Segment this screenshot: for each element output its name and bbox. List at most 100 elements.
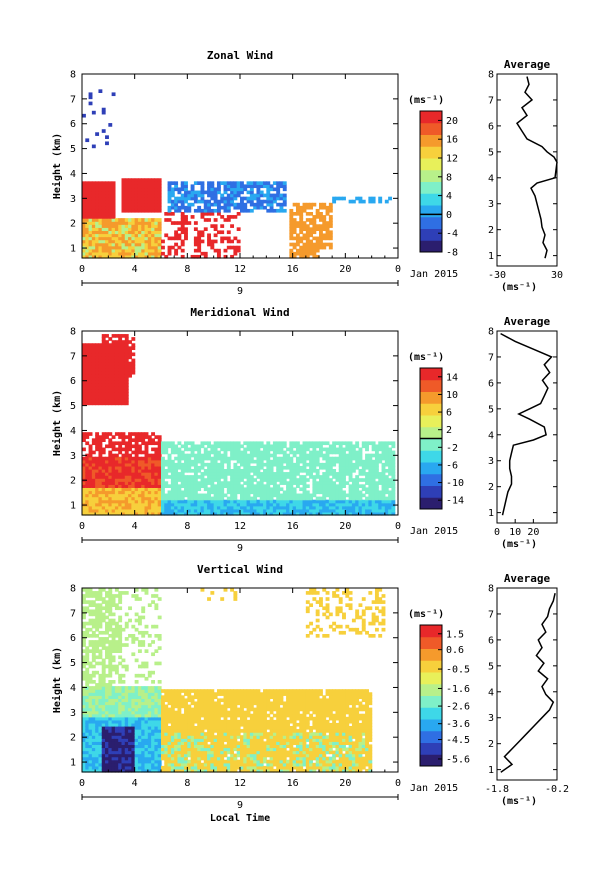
heatmap-cell xyxy=(220,484,225,488)
heatmap-cell xyxy=(381,499,386,504)
heatmap-cell xyxy=(101,692,106,696)
heatmap-cell xyxy=(309,475,314,479)
heatmap-cell xyxy=(177,750,182,755)
heatmap-cell xyxy=(342,490,346,495)
heatmap-cell xyxy=(151,750,156,755)
heatmap-cell xyxy=(114,432,119,436)
heatmap-cell xyxy=(82,701,86,706)
heatmap-cell xyxy=(105,361,109,366)
heatmap-cell xyxy=(315,508,320,513)
heatmap-cell xyxy=(151,251,156,256)
heatmap-cell xyxy=(292,453,297,458)
heatmap-cell xyxy=(351,462,356,467)
heatmap-cell xyxy=(279,202,284,207)
heatmap-cell xyxy=(322,484,327,488)
heatmap-cell xyxy=(216,181,221,185)
heatmap-cell xyxy=(246,511,251,516)
heatmap-cell xyxy=(98,199,103,204)
heatmap-cell xyxy=(322,481,327,485)
heatmap-cell xyxy=(289,233,294,238)
heatmap-cell xyxy=(157,747,162,752)
heatmap-cell xyxy=(328,447,333,452)
heatmap-cell xyxy=(374,447,379,452)
heatmap-cell xyxy=(144,484,149,488)
colorbar-tick-label: -14 xyxy=(446,496,464,507)
heatmap-cell xyxy=(216,230,221,235)
heatmap-cell xyxy=(154,221,159,225)
heatmap-cell xyxy=(187,453,192,458)
heatmap-cell xyxy=(157,759,162,764)
heatmap-cell xyxy=(82,447,86,452)
heatmap-cell xyxy=(223,218,228,222)
heatmap-cell xyxy=(187,205,192,210)
heatmap-cell xyxy=(105,701,109,706)
heatmap-cell xyxy=(151,462,156,467)
heatmap-cell xyxy=(279,447,284,452)
avg-y-tick-label: 3 xyxy=(488,199,494,210)
heatmap-cell xyxy=(223,478,228,482)
heatmap-cell xyxy=(147,726,152,730)
heatmap-cell xyxy=(157,236,162,241)
heatmap-cell xyxy=(167,765,172,770)
heatmap-cell xyxy=(226,465,231,470)
avg-title: Average xyxy=(504,315,551,328)
heatmap-cell xyxy=(128,765,132,770)
heatmap-cell xyxy=(207,496,211,501)
heatmap-cell xyxy=(98,603,103,607)
heatmap-cell xyxy=(312,447,317,452)
heatmap-cell xyxy=(216,456,221,461)
heatmap-cell xyxy=(121,475,126,479)
heatmap-cell xyxy=(154,441,159,446)
heatmap-cell xyxy=(312,441,317,446)
heatmap-cell xyxy=(124,401,129,406)
heatmap-cell xyxy=(121,490,126,495)
heatmap-cell xyxy=(151,236,156,241)
heatmap-cell xyxy=(319,212,323,216)
heatmap-cell xyxy=(134,744,139,749)
heatmap-cell xyxy=(161,765,165,770)
heatmap-cell xyxy=(91,670,96,675)
chart-title: Vertical Wind xyxy=(197,563,283,576)
heatmap-cell xyxy=(230,190,235,195)
heatmap-cell xyxy=(111,649,116,653)
heatmap-cell xyxy=(381,469,386,473)
heatmap-cell xyxy=(177,701,182,706)
heatmap-cell xyxy=(118,634,123,638)
heatmap-cell xyxy=(114,765,119,770)
heatmap-cell xyxy=(164,444,169,449)
heatmap-cell xyxy=(187,493,192,498)
heatmap-cell xyxy=(95,618,100,623)
heatmap-cell xyxy=(105,181,109,185)
heatmap-cell xyxy=(157,753,162,758)
heatmap-cell xyxy=(177,472,182,476)
heatmap-cell xyxy=(82,637,86,641)
heatmap-cell xyxy=(256,465,261,470)
heatmap-cell xyxy=(144,478,149,482)
heatmap-cell xyxy=(134,459,139,464)
heatmap-cell xyxy=(88,692,93,696)
heatmap-cell xyxy=(134,435,139,439)
heatmap-cell xyxy=(170,689,175,693)
heatmap-cell xyxy=(131,768,136,773)
heatmap-cell xyxy=(164,707,169,712)
heatmap-cell xyxy=(101,508,106,513)
heatmap-cell xyxy=(161,701,165,706)
heatmap-cell xyxy=(111,248,116,253)
heatmap-cell xyxy=(154,686,159,690)
heatmap-cell xyxy=(210,447,215,452)
heatmap-cell xyxy=(371,472,376,476)
heatmap-cell xyxy=(263,199,267,204)
heatmap-cell xyxy=(292,450,297,455)
heatmap-cell xyxy=(101,588,106,592)
heatmap-cell xyxy=(177,726,182,730)
heatmap-cell xyxy=(141,472,146,476)
heatmap-cell xyxy=(108,649,113,653)
heatmap-cell xyxy=(157,218,162,222)
heatmap-cell xyxy=(236,245,241,250)
heatmap-cell xyxy=(108,621,113,626)
heatmap-cell xyxy=(137,233,142,238)
heatmap-cell xyxy=(111,370,116,375)
heatmap-cell xyxy=(108,227,113,231)
heatmap-cell xyxy=(137,630,142,635)
heatmap-cell xyxy=(111,355,116,360)
